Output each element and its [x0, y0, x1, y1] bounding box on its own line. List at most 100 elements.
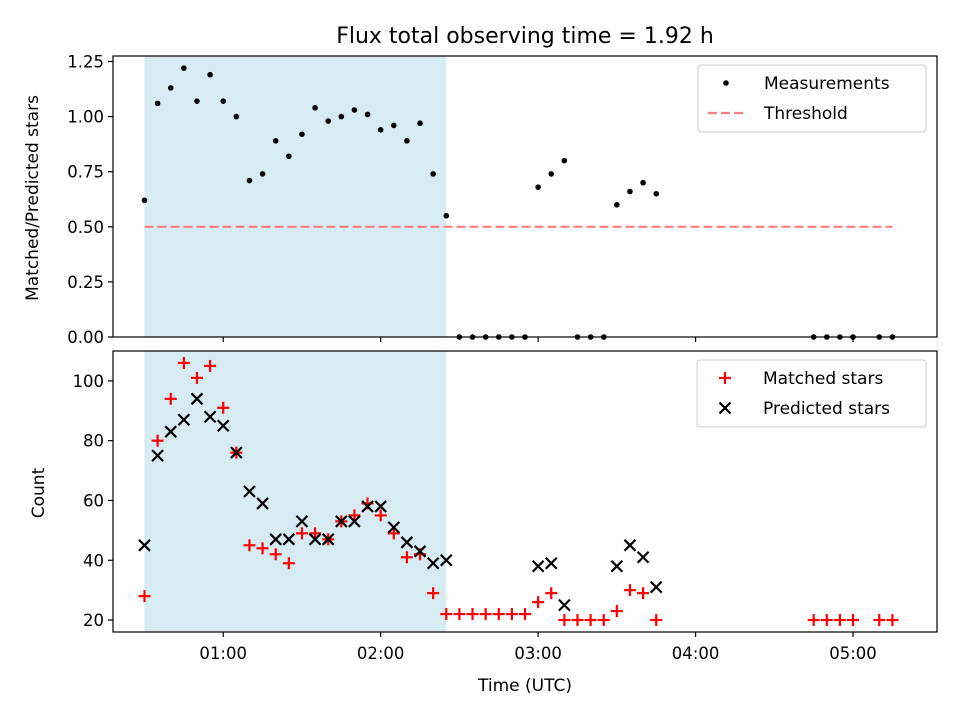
- predicted-marker-b: [531, 559, 545, 573]
- legend-measurement-marker: [723, 80, 729, 86]
- predicted-marker-b: [400, 536, 414, 549]
- measurement-point: [377, 127, 384, 133]
- measurement-point: [194, 98, 200, 104]
- predicted-star-point: [413, 545, 427, 558]
- measurement-point: [325, 118, 331, 124]
- measurement-point: [272, 138, 279, 144]
- predicted-marker-b: [203, 410, 217, 424]
- bottom-y-tick-label: 80: [83, 432, 104, 451]
- predicted-marker-b: [151, 449, 164, 462]
- measurement-point: [443, 212, 450, 219]
- legend-label: Measurements: [764, 74, 890, 94]
- predicted-star-point: [177, 413, 191, 427]
- matched-star-point: [282, 557, 295, 570]
- predicted-star-point: [636, 550, 650, 564]
- matched-star-point: [479, 608, 492, 621]
- matched-star-point: [833, 614, 846, 627]
- predicted-star-point: [269, 533, 282, 546]
- measurement-point: [390, 122, 397, 129]
- measurement-point: [286, 153, 292, 160]
- top-y-axis-label: Matched/Predicted stars: [23, 95, 43, 301]
- predicted-star-point: [361, 500, 374, 513]
- legend-label: Threshold: [763, 104, 848, 124]
- matched-star-point: [571, 614, 584, 627]
- bottom-x-tick-label: 01:00: [199, 644, 247, 663]
- measurement-point: [207, 71, 213, 78]
- predicted-marker-b: [230, 446, 243, 459]
- measurement-point: [548, 171, 555, 177]
- top-panel-ratio: 0.00 0.25 0.50 0.75 1.00 1.25 Measurements Thre…: [67, 53, 938, 347]
- bottom-x-tick-label: 04:00: [672, 644, 720, 663]
- predicted-star-point: [348, 515, 361, 528]
- matched-star-point: [532, 596, 545, 609]
- measurement-point: [167, 85, 174, 91]
- predicted-star-point: [282, 533, 296, 546]
- measurement-point: [246, 177, 253, 184]
- matched-star-point: [295, 527, 308, 540]
- bottom-x-tick-label: 03:00: [514, 644, 562, 663]
- predicted-marker-b: [243, 485, 256, 498]
- predicted-star-point: [203, 410, 217, 424]
- matched-star-point: [597, 614, 610, 627]
- matched-star-point: [309, 527, 322, 540]
- bottom-shaded-span: [144, 351, 447, 632]
- legend-predicted-b: [718, 401, 732, 415]
- bottom-series-matched-stars: [138, 356, 899, 627]
- predicted-star-point: [230, 446, 243, 459]
- predicted-marker-b: [544, 556, 558, 570]
- matched-star-point: [637, 587, 650, 600]
- matched-star-point: [374, 509, 387, 522]
- predicted-marker-b: [335, 515, 348, 528]
- matched-star-point: [453, 608, 466, 621]
- predicted-marker-b: [164, 425, 178, 438]
- matched-star-point: [558, 614, 571, 627]
- matched-star-point: [584, 614, 597, 627]
- measurement-point: [561, 157, 568, 164]
- matched-star-point: [400, 551, 413, 564]
- matched-star-point: [269, 548, 282, 561]
- matched-star-point: [886, 614, 899, 627]
- matched-star-point: [177, 356, 190, 369]
- bottom-legend-box: [696, 359, 927, 428]
- predicted-marker-b: [269, 533, 282, 546]
- figure-title: Flux total observing time = 1.92 h: [336, 24, 714, 49]
- predicted-marker-b: [308, 533, 322, 546]
- predicted-star-point: [256, 497, 269, 510]
- matched-star-point: [440, 608, 453, 621]
- predicted-star-point: [374, 500, 387, 513]
- predicted-marker-b: [636, 550, 650, 564]
- predicted-star-point: [623, 539, 637, 552]
- matched-star-point: [387, 527, 400, 540]
- top-y-tick-label: 1.00: [67, 108, 104, 127]
- predicted-star-point: [335, 515, 348, 528]
- matched-star-point: [545, 587, 558, 600]
- predicted-star-point: [164, 425, 178, 438]
- matched-star-point: [505, 608, 518, 621]
- measurement-point: [181, 65, 187, 71]
- top-y-tick-label: 0.75: [67, 163, 104, 182]
- measurement-point: [535, 184, 541, 190]
- predicted-star-point: [558, 598, 571, 612]
- predicted-star-point: [216, 419, 230, 433]
- matched-star-point: [190, 371, 203, 384]
- predicted-star-point: [531, 559, 545, 573]
- predicted-marker-b: [649, 580, 663, 594]
- predicted-marker-b: [439, 553, 453, 567]
- predicted-marker-b: [558, 598, 571, 612]
- predicted-marker-b: [374, 500, 387, 513]
- matched-star-point: [427, 587, 440, 600]
- predicted-star-point: [610, 559, 624, 573]
- predicted-marker-b: [177, 413, 191, 427]
- matched-star-point: [217, 401, 230, 414]
- predicted-star-point: [321, 533, 335, 546]
- bottom-y-tick-label: 60: [83, 491, 104, 510]
- predicted-marker-b: [216, 419, 230, 433]
- top-y-tick-label: 0.00: [67, 328, 104, 347]
- matched-star-point: [623, 584, 636, 597]
- measurement-point: [154, 100, 161, 107]
- top-y-tick-label: 0.50: [67, 218, 104, 237]
- matched-star-point: [807, 614, 820, 627]
- bottom-series-predicted-stars: [138, 392, 663, 612]
- measurement-point: [338, 113, 345, 120]
